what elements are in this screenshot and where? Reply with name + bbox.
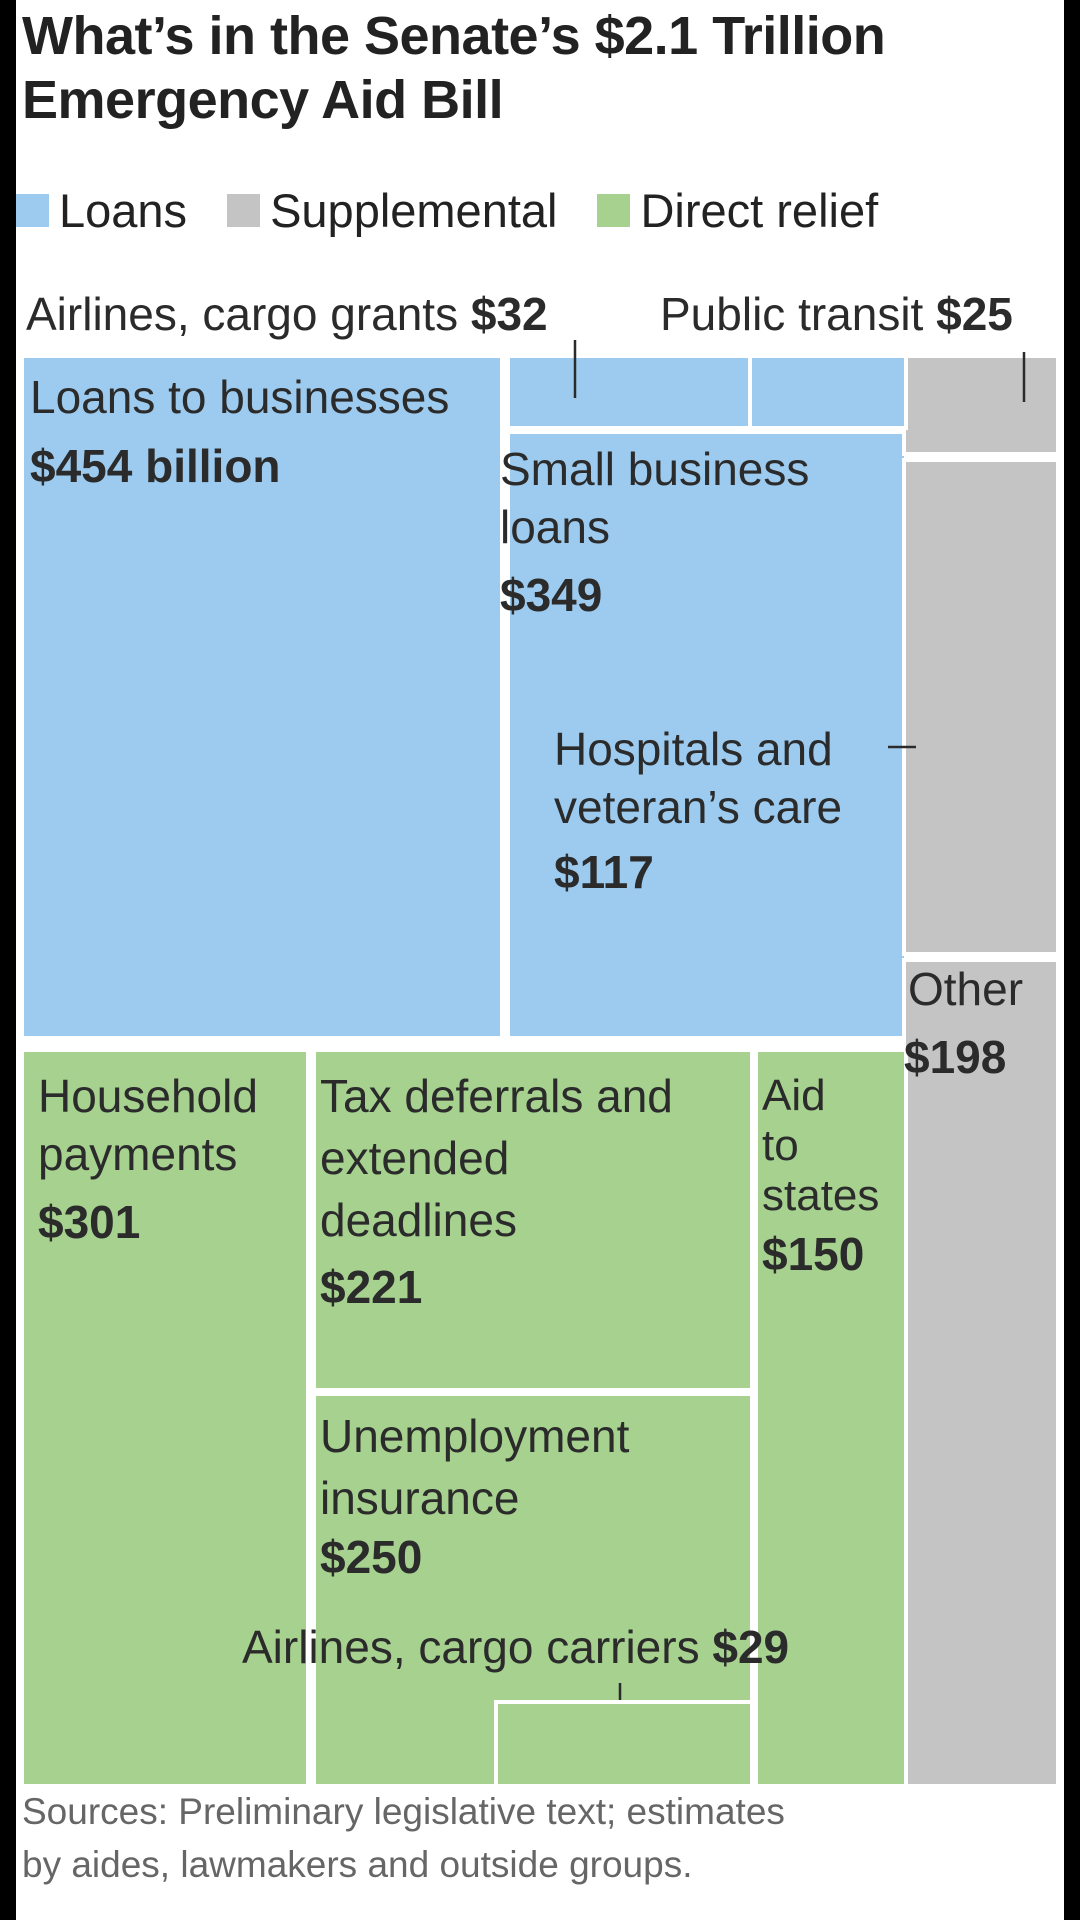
label-line: Hospitals and [554, 723, 833, 775]
label-line: Unemployment [320, 1410, 630, 1462]
label-line: Aid [762, 1071, 826, 1120]
chart-graphic: What’s in the Senate’s $2.1 Trillion Eme… [16, 0, 1064, 1920]
callout-text: Airlines, cargo grants $32 [26, 288, 548, 340]
chart-title: What’s in the Senate’s $2.1 Trillion Eme… [22, 4, 886, 132]
label-line: extended [320, 1132, 509, 1184]
legend-label-supplemental: Supplemental [270, 183, 558, 237]
callout-value: $29 [712, 1621, 789, 1673]
callout-public-transit: Public transit $25 [660, 288, 1026, 402]
cell-public-transit [902, 354, 1060, 456]
legend: Loans Supplemental Direct relief [16, 180, 918, 240]
title-line-1: What’s in the Senate’s $2.1 Trillion [22, 6, 886, 66]
legend-label-loans: Loans [59, 183, 188, 237]
callout-value: $25 [936, 288, 1013, 340]
callout-value: $32 [471, 288, 548, 340]
label-household-payments: Household payments $301 [38, 1070, 258, 1248]
cell-other [902, 958, 1060, 1788]
label-line: Household [38, 1070, 258, 1122]
label-line: veteran’s care [554, 781, 842, 833]
label-line: to [762, 1121, 799, 1170]
cell-airlines-cargo-grants [506, 354, 762, 430]
callout-airlines-cargo-carriers: Airlines, cargo carriers $29 [242, 1621, 789, 1700]
cell-small-business-loans [506, 430, 908, 1040]
value-label: $117 [554, 846, 654, 898]
source-note: Sources: Preliminary legislative text; e… [22, 1785, 785, 1891]
legend-swatch-loans [16, 193, 49, 227]
label-line: Small business [500, 443, 809, 495]
label-loans-to-businesses: Loans to businesses $454 billion [30, 371, 449, 492]
value-label: $250 [320, 1531, 422, 1583]
treemap-plot: Loans to businesses $454 billion Small bus… [20, 288, 1060, 1788]
legend-item-direct-relief: Direct relief [597, 183, 878, 238]
legend-item-supplemental: Supplemental [227, 183, 557, 238]
legend-item-loans: Loans [16, 183, 187, 238]
callout-text: Airlines, cargo carriers $29 [242, 1621, 789, 1673]
legend-label-direct-relief: Direct relief [640, 183, 879, 237]
cell-hospitals-and-veteran-s-care [902, 458, 1060, 956]
callout-label: Airlines, cargo grants [26, 288, 471, 340]
value-label: $150 [762, 1228, 864, 1280]
cell-aid-to-states [754, 1048, 908, 1788]
label-line: deadlines [320, 1194, 517, 1246]
cell-loans-to-businesses [20, 354, 504, 1040]
cell-household-payments [20, 1048, 310, 1788]
label-line: Other [908, 963, 1023, 1015]
callout-label: Airlines, cargo carriers [242, 1621, 712, 1673]
value-label: $349 [500, 569, 602, 621]
label-other: Other $198 [904, 963, 1023, 1083]
legend-swatch-supplemental [227, 193, 261, 227]
label-line: loans [500, 501, 610, 553]
callout-label: Public transit [660, 288, 936, 340]
value-label: $221 [320, 1261, 422, 1313]
label-unemployment-insurance: Unemployment insurance $250 [320, 1410, 630, 1583]
label-line: states [762, 1171, 879, 1220]
title-line-2: Emergency Aid Bill [22, 70, 504, 130]
label-line: payments [38, 1128, 237, 1180]
label-line: Loans to businesses [30, 371, 449, 423]
value-label: $454 billion [30, 440, 281, 492]
callout-text: Public transit $25 [660, 288, 1013, 340]
legend-swatch-direct-relief [597, 193, 631, 227]
value-label: $301 [38, 1196, 140, 1248]
value-label: $198 [904, 1031, 1006, 1083]
cell-tax-deferrals-and-extended-deadlines [312, 1048, 754, 1392]
label-small-business-loans: Small business loans $349 [500, 443, 809, 621]
source-line-2: by aides, lawmakers and outside groups. [22, 1844, 693, 1885]
label-line: insurance [320, 1472, 519, 1524]
cell-airlines-cargo-carriers [494, 1700, 754, 1788]
callout-airlines-cargo-grants: Airlines, cargo grants $32 [26, 288, 577, 398]
label-hospitals-and-veteran-s-care: Hospitals and veteran’s care $117 [554, 723, 842, 898]
airlines-cargo-grants-subcell [748, 354, 908, 430]
source-line-1: Sources: Preliminary legislative text; e… [22, 1791, 785, 1832]
label-line: Tax deferrals and [320, 1070, 673, 1122]
label-tax-deferrals-and-extended-deadlines: Tax deferrals and extended deadlines $221 [320, 1070, 673, 1313]
